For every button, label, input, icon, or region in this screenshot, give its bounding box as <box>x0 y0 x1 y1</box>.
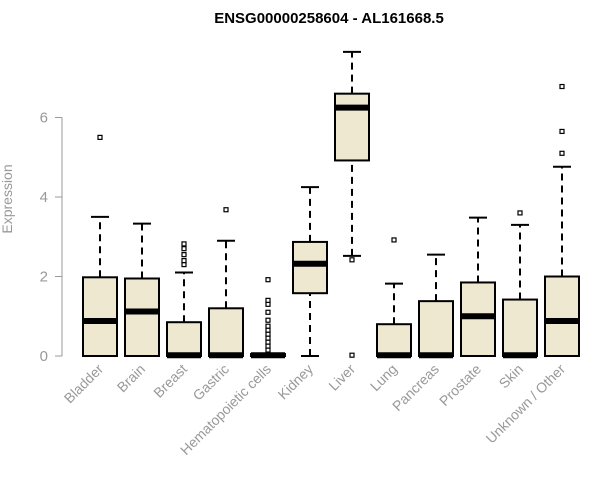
box-unknown-other <box>544 83 580 357</box>
outlier-point <box>559 83 565 90</box>
box-pancreas <box>418 253 454 359</box>
x-tick-label: Kidney <box>275 361 317 403</box>
box-iqr <box>292 240 328 295</box>
y-tick-label: 2 <box>40 269 48 286</box>
outlier-point <box>181 246 187 252</box>
box-gastric <box>208 207 244 359</box>
box-iqr <box>376 323 412 358</box>
box-iqr <box>82 276 118 357</box>
outlier-point <box>349 257 355 263</box>
x-tick-label: Lung <box>367 361 400 394</box>
y-axis: 0 2 4 6 <box>40 110 63 365</box>
outlier-point <box>265 309 271 315</box>
box-skin <box>502 210 538 359</box>
box-iqr <box>334 92 370 162</box>
box-prostate <box>460 216 496 357</box>
box-iqr <box>124 277 160 358</box>
x-tick-label: Breast <box>150 361 190 401</box>
outlier-point <box>265 277 271 283</box>
outlier-point <box>265 297 271 303</box>
y-axis-label: Expression <box>0 164 15 233</box>
outlier-point <box>97 134 103 140</box>
y-tick-label: 0 <box>40 348 48 365</box>
box-iqr <box>208 307 244 358</box>
box-breast <box>166 241 202 359</box>
outlier-point <box>181 258 187 264</box>
chart-title: ENSG00000258604 - AL161668.5 <box>214 10 444 27</box>
outlier-point <box>181 241 187 247</box>
y-tick-label: 6 <box>40 110 48 127</box>
box-iqr <box>418 300 454 357</box>
outlier-point <box>391 237 397 243</box>
box-brain <box>124 222 160 358</box>
outlier-point <box>349 352 355 358</box>
box-lung <box>376 237 412 359</box>
y-tick-label: 4 <box>40 189 48 206</box>
outlier-point <box>265 317 271 323</box>
x-tick-label: Prostate <box>436 361 484 409</box>
x-tick-label: Liver <box>325 361 358 394</box>
outlier-point <box>559 128 565 135</box>
box-liver <box>334 50 370 358</box>
box-series <box>82 50 580 359</box>
outlier-point <box>223 207 229 213</box>
outlier-point <box>181 252 187 258</box>
outlier-point <box>517 210 523 216</box>
x-tick-label: Skin <box>496 361 527 392</box>
box-bladder <box>82 134 118 357</box>
x-tick-label: Brain <box>114 361 148 395</box>
outlier-point <box>265 323 271 329</box>
x-tick-label: Pancreas <box>389 361 442 414</box>
x-tick-label: Unknown / Other <box>483 361 569 447</box>
box-hematopoietic-cells <box>250 277 286 359</box>
box-iqr <box>166 321 202 357</box>
box-kidney <box>292 186 328 357</box>
box-iqr <box>544 275 580 357</box>
outlier-point <box>559 150 565 156</box>
box-iqr <box>502 298 538 357</box>
x-tick-label: Bladder <box>61 361 107 407</box>
